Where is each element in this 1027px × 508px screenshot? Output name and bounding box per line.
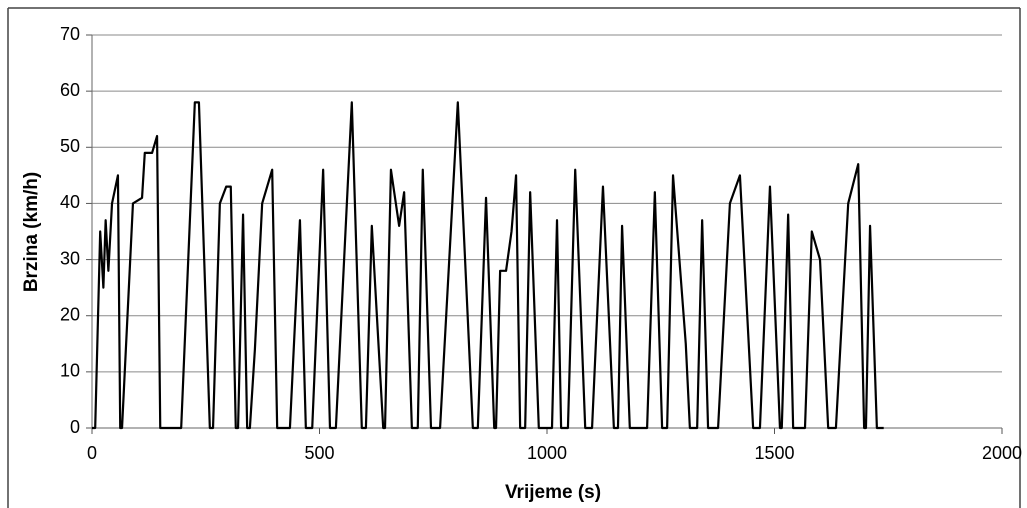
x-axis-title: Vrijeme (s) bbox=[505, 482, 601, 503]
y-tick-label: 10 bbox=[60, 361, 80, 381]
x-tick-label: 1500 bbox=[754, 443, 794, 463]
y-tick-label: 0 bbox=[70, 417, 80, 437]
y-tick-label: 40 bbox=[60, 192, 80, 212]
x-tick-label: 500 bbox=[304, 443, 334, 463]
speed-line bbox=[92, 101, 884, 430]
x-tick-label: 2000 bbox=[982, 443, 1022, 463]
y-tick-label: 30 bbox=[60, 248, 80, 268]
y-tick-label: 60 bbox=[60, 80, 80, 100]
x-tick-label: 1000 bbox=[527, 443, 567, 463]
y-tick-label: 20 bbox=[60, 304, 80, 324]
y-tick-label: 70 bbox=[60, 24, 80, 44]
y-axis-title: Brzina (km/h) bbox=[21, 172, 42, 292]
x-tick-label: 0 bbox=[87, 443, 97, 463]
y-tick-label: 50 bbox=[60, 136, 80, 156]
